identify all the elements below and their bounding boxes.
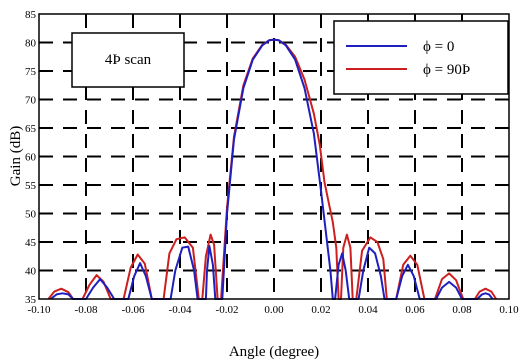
y-tick-label: 50: [25, 209, 37, 221]
y-tick-labels: 35 40 45 50 55 60 65 70 75 80 85: [25, 9, 37, 306]
x-tick-label: -0.08: [75, 304, 98, 316]
y-tick-label: 35: [25, 294, 37, 306]
legend-label-series-1: ϕ = 0: [423, 39, 454, 55]
x-tick-label: -0.04: [169, 304, 192, 316]
legend: ϕ = 0 ϕ = 90Þ: [333, 20, 509, 95]
x-tick-label: -0.06: [122, 304, 145, 316]
y-tick-label: 70: [25, 95, 37, 107]
y-tick-label: 40: [25, 266, 37, 278]
scan-annotation: 4Þ scan: [71, 32, 185, 88]
x-tick-label: 0.00: [264, 304, 284, 316]
x-tick-label: 0.10: [499, 304, 519, 316]
y-axis-label: Gain (dB): [8, 126, 24, 186]
plot-lines: [47, 38, 497, 300]
x-tick-labels: -0.10 -0.08 -0.06 -0.04 -0.02 0.00 0.02 0.04 0.0…: [28, 304, 520, 316]
x-tick-label: 0.04: [358, 304, 378, 316]
y-tick-label: 55: [25, 180, 37, 192]
y-tick-label: 75: [25, 66, 37, 78]
legend-box: [333, 20, 509, 95]
x-tick-label: 0.06: [405, 304, 425, 316]
scan-annotation-box: [71, 32, 185, 88]
y-tick-label: 65: [25, 123, 37, 135]
x-tick-label: 0.02: [311, 304, 330, 316]
scan-annotation-text: 4Þ scan: [105, 52, 152, 68]
x-tick-label: -0.02: [216, 304, 239, 316]
series-line-1: [50, 38, 494, 300]
y-tick-label: 85: [25, 9, 37, 21]
y-tick-label: 45: [25, 237, 37, 249]
y-tick-label: 80: [25, 38, 37, 50]
x-axis-label: Angle (degree): [229, 344, 319, 360]
x-tick-label: -0.10: [28, 304, 51, 316]
legend-label-series-2: ϕ = 90Þ: [423, 62, 470, 78]
y-tick-label: 60: [25, 152, 37, 164]
plot-frame: [38, 13, 510, 300]
x-tick-label: 0.08: [452, 304, 472, 316]
